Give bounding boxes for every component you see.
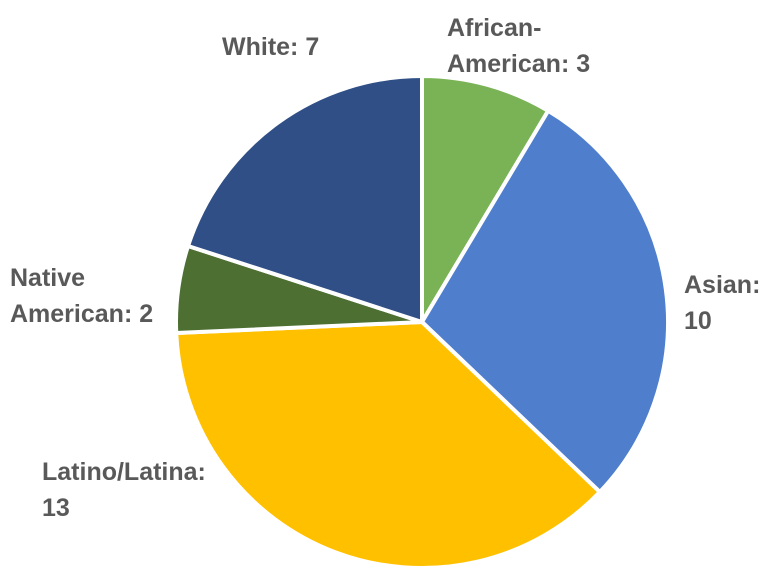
pie-slice-african-american: [420, 74, 551, 324]
pie-slice-white: [186, 74, 424, 324]
data-label-line: American: 3: [447, 50, 590, 78]
data-label-line: American: 2: [10, 300, 153, 328]
pie-slice-asian: [420, 108, 670, 495]
data-label-line: African-: [447, 14, 541, 42]
pie-slices: [174, 74, 670, 568]
pie-data-labels: African- American: 3 Asian: 10 Latino/Latina…: [10, 14, 760, 522]
data-label-white: White: 7: [222, 33, 319, 61]
data-label-line: Asian:: [684, 271, 760, 299]
data-label-line: 10: [684, 307, 712, 335]
data-label-line: Latino/Latina:: [42, 458, 206, 486]
data-label-asian: Asian: 10: [684, 271, 760, 335]
data-label-line: 13: [42, 494, 70, 522]
data-label-native-american: Native American: 2: [10, 264, 153, 328]
data-label-latino-latina: Latino/Latina: 13: [42, 458, 206, 522]
data-label-line: White: 7: [222, 33, 319, 61]
data-label-line: Native: [10, 264, 85, 292]
pie-slice-latino-latina: [174, 320, 602, 568]
data-label-african-american: African- American: 3: [447, 14, 590, 78]
